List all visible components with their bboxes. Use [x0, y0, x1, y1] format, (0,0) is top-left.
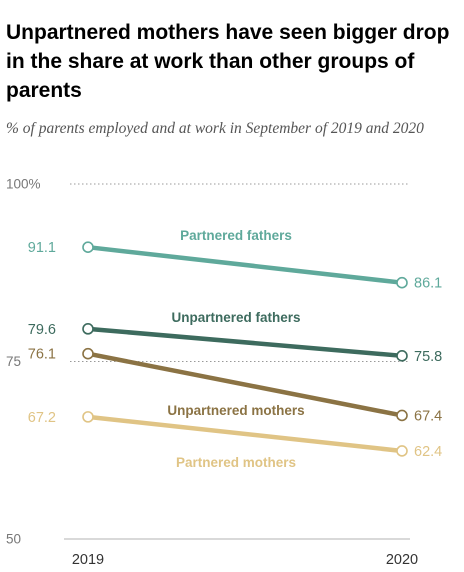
- series-line-partnered-mothers: [85, 414, 405, 454]
- value-label-unpartnered-mothers-2020: 67.4: [414, 408, 442, 424]
- y-tick-label-75: 75: [6, 354, 21, 369]
- series-line-unpartnered-fathers: [85, 326, 405, 359]
- value-label-partnered-mothers-2020: 62.4: [414, 444, 442, 460]
- point-partnered-fathers-2019: [82, 241, 94, 253]
- series-label-unpartnered-mothers: Unpartnered mothers: [167, 403, 304, 418]
- x-tick-label-2020: 2020: [386, 552, 418, 568]
- point-unpartnered-fathers-2019: [82, 323, 94, 335]
- point-partnered-fathers-2020: [396, 276, 408, 289]
- point-unpartnered-mothers-2019: [82, 347, 94, 360]
- series-label-partnered-fathers: Partnered fathers: [180, 228, 292, 243]
- value-label-unpartnered-mothers-2019: 76.1: [28, 347, 56, 363]
- value-label-partnered-fathers-2019: 91.1: [28, 240, 56, 256]
- series-line-unpartnered-mothers: [85, 351, 405, 418]
- value-label-unpartnered-fathers-2020: 75.8: [414, 349, 442, 365]
- chart-subtitle: % of parents employed and at work in Sep…: [6, 120, 424, 137]
- point-unpartnered-fathers-2020: [396, 350, 408, 362]
- chart-title: Unpartnered mothers have seen bigger dro…: [6, 21, 450, 102]
- point-partnered-mothers-2019: [82, 411, 94, 423]
- series-label-partnered-mothers: Partnered mothers: [176, 455, 296, 470]
- series-label-unpartnered-fathers: Unpartnered fathers: [171, 310, 300, 325]
- value-label-partnered-fathers-2020: 86.1: [414, 276, 442, 292]
- series-line-partnered-fathers: [85, 244, 405, 285]
- value-label-partnered-mothers-2019: 67.2: [28, 410, 56, 426]
- y-tick-label-50: 50: [6, 532, 21, 547]
- value-label-unpartnered-fathers-2019: 79.6: [28, 322, 56, 338]
- y-tick-label-100: 100%: [6, 177, 41, 192]
- point-partnered-mothers-2020: [396, 445, 408, 457]
- x-tick-label-2019: 2019: [72, 552, 104, 568]
- point-unpartnered-mothers-2020: [396, 409, 408, 422]
